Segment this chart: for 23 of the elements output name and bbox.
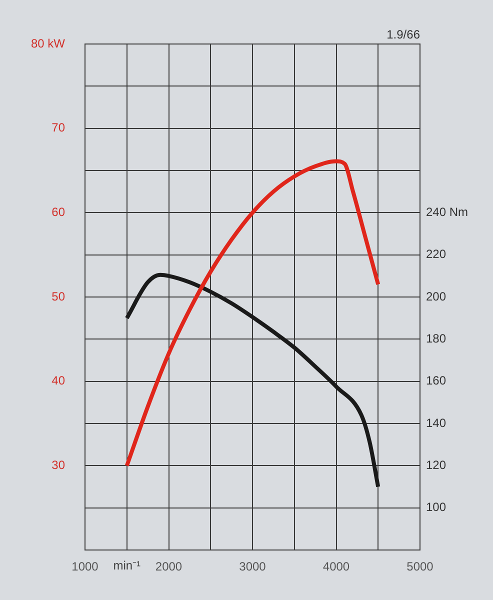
chart-title: 1.9/66 [386,27,420,42]
x-tick-label: 1000 [72,560,99,574]
x-tick-label: 3000 [239,560,266,574]
x-tick-label: 4000 [322,560,350,574]
y2-tick-label: 100 [426,500,446,514]
y2-tick-label: 140 [426,416,446,430]
y2-tick-label: 240 Nm [426,204,468,219]
y-tick-label: 60 [52,204,66,219]
y-tick-label: 70 [52,120,66,135]
x-tick-label: 2000 [155,560,182,574]
y-tick-label: 30 [52,458,66,472]
y2-tick-label: 160 [426,374,446,388]
line-series [124,272,380,489]
line-series [124,159,380,468]
x-tick-label: 5000 [406,560,434,574]
y2-tick-label: 220 [426,247,446,262]
y2-tick-label: 180 [426,331,446,346]
y2-tick-label: 200 [426,289,446,304]
y-tick-label: 50 [52,289,66,304]
y2-tick-label: 120 [426,458,446,472]
y-tick-label: 40 [52,374,66,388]
x-axis-title: min⁻¹ [113,558,141,572]
y-tick-label: 80 kW [30,36,66,50]
